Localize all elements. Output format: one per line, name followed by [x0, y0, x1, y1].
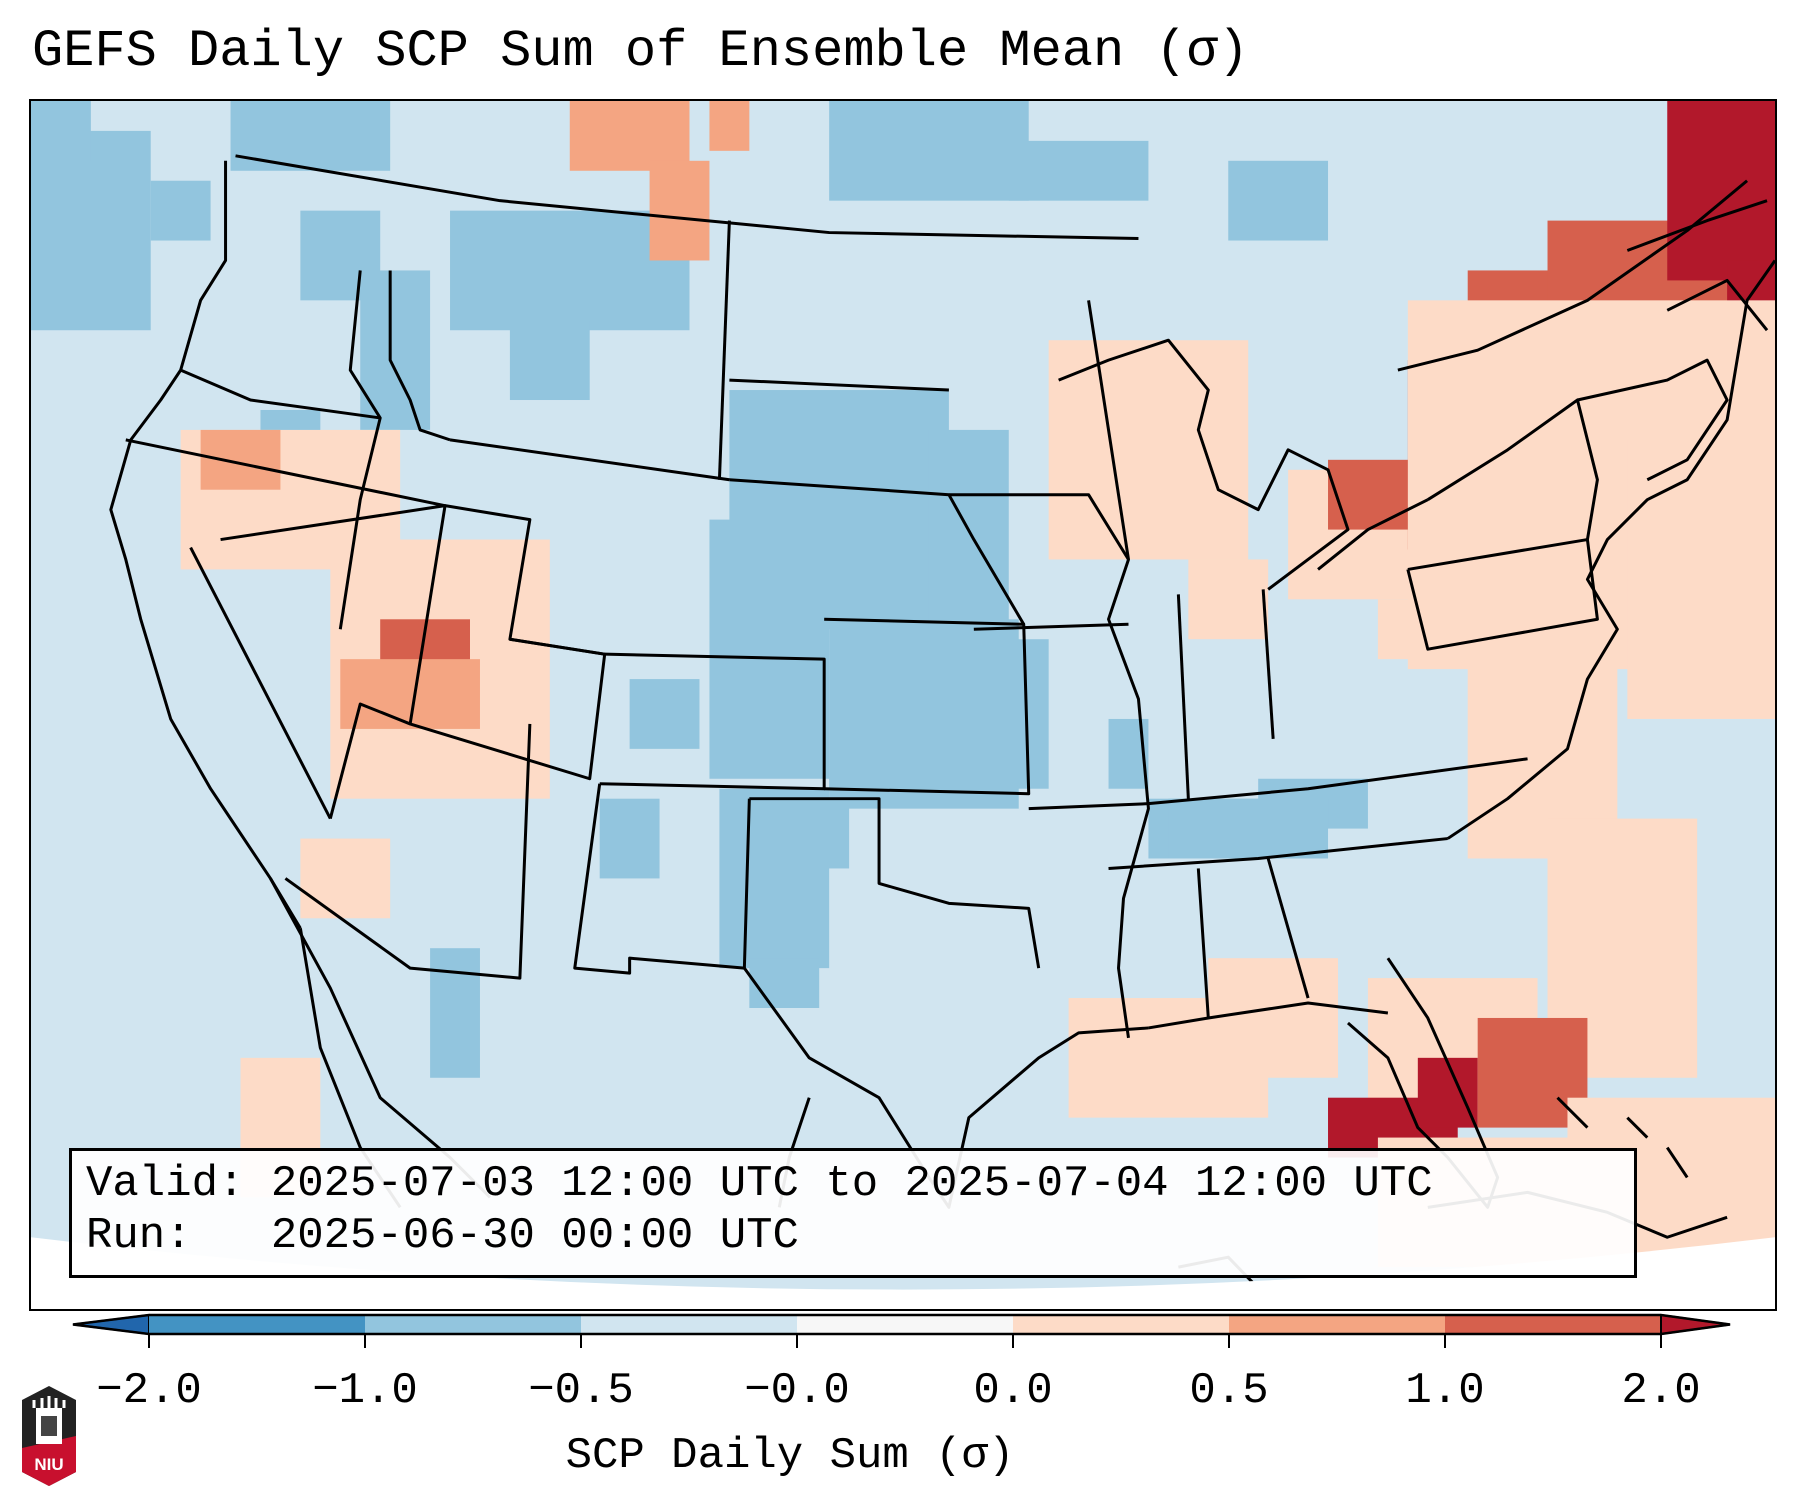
projection-edge-mask	[31, 1237, 1775, 1309]
field-cell	[599, 798, 660, 879]
field-cell	[430, 948, 480, 1078]
field-cell	[629, 679, 700, 749]
colorado	[599, 652, 826, 791]
colorbar-extend-max	[1660, 1313, 1731, 1336]
iowa-missouri	[973, 622, 1129, 631]
colorbar-bin	[365, 1315, 581, 1334]
run-label: Run:	[86, 1211, 192, 1261]
canada-us-border	[235, 154, 1139, 241]
colorbar-tick-label: −2.0	[96, 1366, 202, 1416]
colorbar-bin	[1013, 1315, 1229, 1334]
state-borders	[109, 154, 1775, 1309]
valid-run-info-box: Valid: 2025-07-03 12:00 UTC to 2025-07-0…	[69, 1148, 1637, 1278]
lake-erie	[1317, 498, 1429, 571]
map-panel: Valid: 2025-07-03 12:00 UTC to 2025-07-0…	[29, 99, 1777, 1311]
new-mexico	[573, 783, 751, 975]
field-cell	[1208, 958, 1339, 1078]
logo-text: NIU	[34, 1455, 63, 1474]
bahamas	[1556, 1096, 1689, 1179]
field-cell	[1008, 140, 1149, 201]
scp-field-map	[31, 101, 1775, 1309]
field-cell	[360, 270, 431, 430]
pennsylvania	[1406, 538, 1599, 651]
colorbar-bin	[1229, 1315, 1445, 1334]
new-england	[1577, 358, 1729, 482]
dakotas-split	[729, 378, 949, 392]
colorbar-bin	[797, 1315, 1013, 1334]
oklahoma-texas	[749, 797, 1041, 969]
mississippi-river	[1087, 300, 1150, 1039]
colorbar-bin	[1445, 1315, 1661, 1334]
scp-field-layer	[31, 101, 1775, 1268]
alabama-georgia	[1196, 858, 1310, 1019]
valid-time-text: 2025-07-03 12:00 UTC to 2025-07-04 12:00…	[270, 1159, 1433, 1209]
tennessee-south	[1108, 837, 1448, 870]
montana-dakotas	[717, 220, 731, 480]
field-cell	[709, 101, 750, 151]
wyoming-south	[509, 637, 605, 656]
colorbar-label: SCP Daily Sum (σ)	[565, 1431, 1015, 1481]
field-cell	[958, 639, 1049, 789]
colorbar-bin	[581, 1315, 797, 1334]
colorbar	[72, 1313, 1731, 1348]
field-cell	[1417, 1057, 1478, 1128]
field-cell	[829, 101, 1029, 201]
montana-wyoming	[449, 438, 730, 482]
kentucky-tennessee	[1148, 757, 1528, 806]
colorbar-tick-label: 2.0	[1621, 1366, 1701, 1416]
colorbar-tick-label: −0.5	[528, 1366, 634, 1416]
field-cell	[509, 320, 590, 401]
field-cell	[300, 838, 391, 919]
field-cell	[1228, 160, 1329, 241]
field-cell	[749, 958, 820, 1008]
st-lawrence	[1397, 179, 1749, 372]
nevada-california	[189, 546, 332, 820]
run-time-text: 2025-06-30 00:00 UTC	[270, 1211, 799, 1261]
field-cell	[569, 101, 690, 171]
field-cell	[709, 519, 830, 779]
colorbar-tick-label: 0.5	[1189, 1366, 1269, 1416]
colorbar-tick-label: −1.0	[312, 1366, 418, 1416]
field-cell	[200, 429, 281, 490]
field-cell	[1188, 559, 1269, 640]
field-cell	[150, 180, 211, 241]
washington-oregon	[180, 368, 381, 420]
field-cell	[1667, 101, 1775, 281]
colorbar-bin	[149, 1315, 365, 1334]
colorbar-tick-label: −0.0	[744, 1366, 850, 1416]
valid-time-line: Valid: 2025-07-03 12:00 UTC to 2025-07-0…	[86, 1159, 1433, 1209]
arizona-south	[284, 723, 532, 980]
field-cell	[1168, 798, 1329, 859]
missouri-arkansas	[1028, 802, 1149, 811]
field-cell	[31, 130, 151, 331]
niu-logo-icon: NIU	[22, 1386, 76, 1486]
colorbar-tick-label: 1.0	[1405, 1366, 1485, 1416]
kansas	[824, 617, 1031, 796]
run-time-line: Run: 2025-06-30 00:00 UTC	[86, 1211, 799, 1261]
idaho-montana	[388, 270, 451, 442]
valid-label: Valid:	[86, 1159, 245, 1209]
field-cell	[31, 101, 91, 161]
gulf-coast	[1148, 1001, 1389, 1030]
field-cell	[649, 160, 710, 261]
maritimes	[1626, 199, 1769, 332]
idaho-west	[338, 270, 382, 630]
minnesota-iowa	[948, 493, 1130, 561]
nebraska	[729, 478, 1026, 626]
indiana-ohio	[1261, 589, 1275, 739]
east-coast	[1446, 259, 1775, 840]
field-cell	[1048, 340, 1249, 560]
field-cell	[1627, 439, 1775, 719]
field-cell	[809, 798, 850, 869]
chart-title: GEFS Daily SCP Sum of Ensemble Mean (σ)	[32, 22, 1249, 81]
oregon-california	[125, 438, 446, 508]
colorbar-tick-label: 0.0	[973, 1366, 1053, 1416]
illinois-indiana	[1176, 594, 1190, 799]
west-coast	[109, 160, 302, 930]
great-lakes-michigan	[1058, 338, 1350, 591]
colorbar-extend-min	[72, 1313, 150, 1336]
